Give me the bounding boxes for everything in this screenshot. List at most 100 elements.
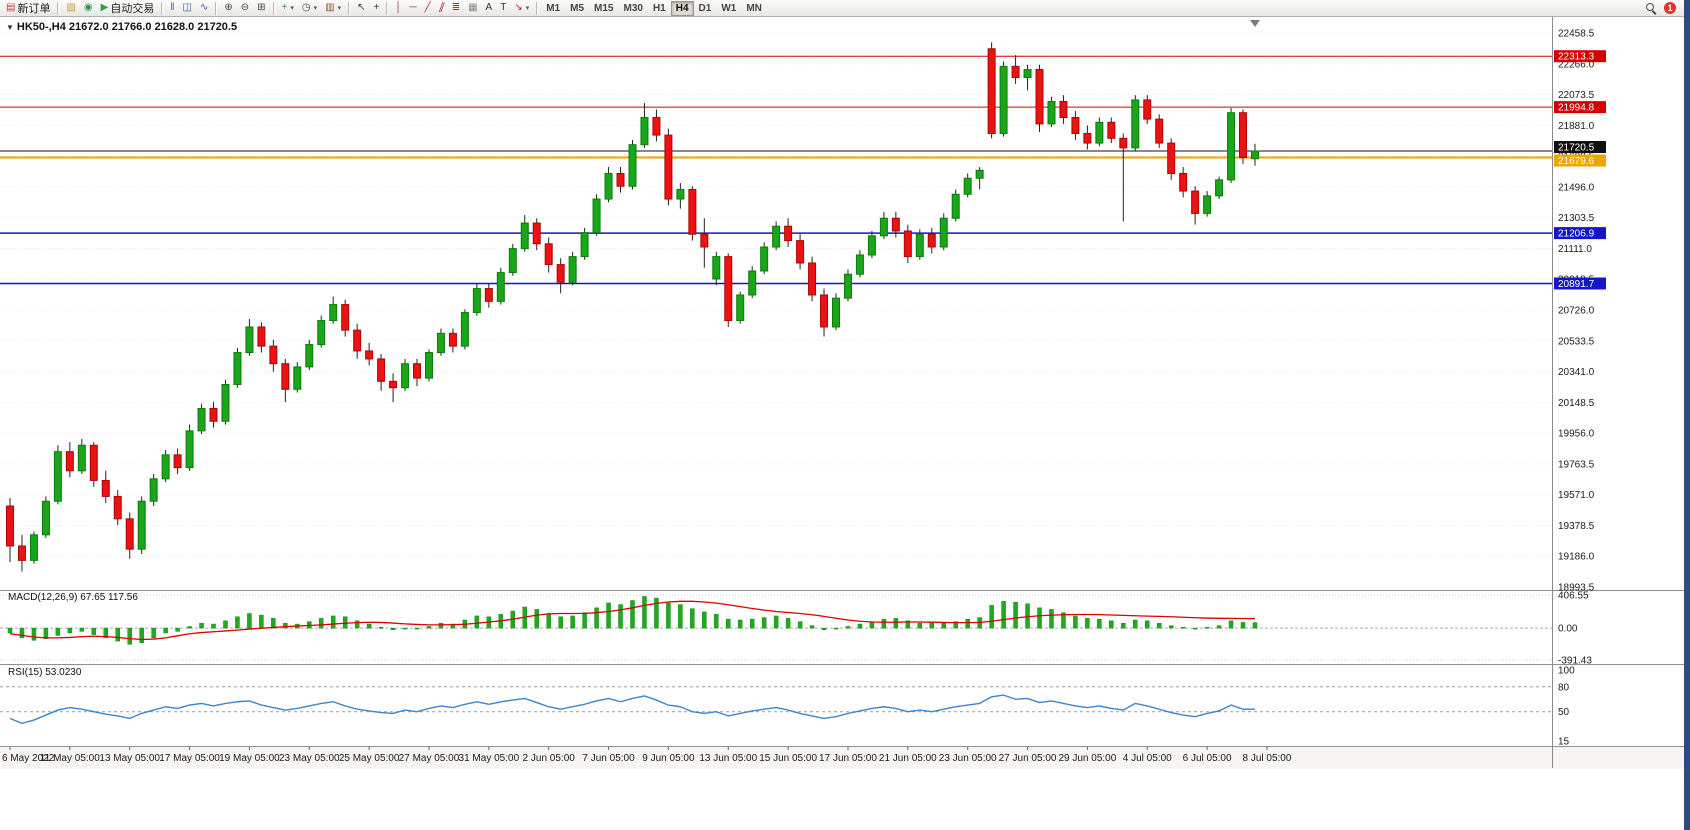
timeframe-m5[interactable]: M5: [565, 1, 589, 16]
candle: [867, 231, 876, 259]
zoom-in-button[interactable]: ⊕: [220, 1, 236, 16]
profile-button[interactable]: ◉: [80, 1, 97, 16]
toolbar-separator: [386, 1, 389, 15]
candle: [604, 167, 613, 203]
candle: [556, 258, 565, 294]
candle-body: [341, 304, 350, 331]
macd-bar: [666, 602, 671, 629]
trendline-button[interactable]: ╱: [421, 1, 435, 16]
charts-button[interactable]: ▨: [62, 1, 79, 16]
search-icon[interactable]: [1646, 2, 1657, 14]
candle: [353, 323, 362, 359]
timeframe-m15[interactable]: M15: [589, 1, 618, 16]
candle: [1191, 186, 1200, 225]
zoom-out-button[interactable]: ⊖: [237, 1, 253, 16]
macd-bar: [1061, 612, 1066, 629]
channel-button[interactable]: ∥: [435, 1, 448, 16]
text-label-button[interactable]: T: [496, 1, 510, 16]
price-chart-canvas[interactable]: 22458.522266.022073.521881.021688.521496…: [0, 17, 1690, 830]
timeframe-d1[interactable]: D1: [694, 1, 717, 16]
candle: [436, 328, 445, 356]
candle: [257, 322, 266, 353]
timeframe-h1[interactable]: H1: [648, 1, 671, 16]
candle-body: [221, 384, 230, 422]
macd-bar: [1240, 622, 1246, 629]
horizontal-line-button[interactable]: ─: [406, 1, 421, 16]
macd-bar: [773, 615, 779, 629]
macd-bar: [1144, 620, 1150, 629]
macd-bar: [235, 616, 240, 629]
candle-body: [149, 478, 158, 502]
rsi-line: [9, 694, 1255, 725]
new-order-icon: ▤: [6, 2, 16, 13]
fibonacci-button[interactable]: ≣: [448, 1, 464, 16]
price-label-text: 21994.8: [1558, 103, 1595, 114]
macd-bar: [1204, 627, 1210, 629]
candle-body: [700, 233, 709, 248]
time-label: 27 May 05:00: [399, 753, 460, 764]
candle-body: [1191, 190, 1200, 214]
periods-button[interactable]: ◷ ▾: [298, 1, 321, 16]
new-order-button[interactable]: ▤ 新订单: [2, 1, 54, 16]
candle: [1167, 138, 1176, 180]
macd-bar: [1156, 622, 1162, 629]
macd-bar: [881, 618, 887, 629]
candle-body: [65, 451, 74, 472]
candle-body: [1131, 99, 1140, 149]
shift-marker-icon[interactable]: [1250, 20, 1260, 27]
price-label-text: 22313.3: [1558, 52, 1595, 63]
macd-bar: [43, 627, 49, 639]
candle: [89, 442, 98, 487]
text-button[interactable]: A: [482, 1, 497, 16]
timeframe-m30[interactable]: M30: [618, 1, 647, 16]
toolbar-separator: [161, 1, 164, 15]
bar-chart-button[interactable]: ‖: [166, 1, 178, 16]
notification-badge[interactable]: 1: [1664, 2, 1676, 14]
line-chart-button[interactable]: ∿: [196, 1, 212, 16]
candle: [808, 256, 817, 302]
price-tick-label: 19763.5: [1558, 459, 1595, 470]
timeframe-w1[interactable]: W1: [716, 1, 741, 16]
candle-body: [1047, 101, 1056, 125]
candle: [496, 267, 505, 305]
window-edge-strip: [1684, 0, 1690, 830]
candles: [6, 42, 1259, 572]
cursor-button[interactable]: ↖: [353, 1, 369, 16]
timeframe-m1[interactable]: M1: [541, 1, 565, 16]
time-label: 9 Jun 05:00: [642, 753, 695, 764]
macd-tick-label: 406.55: [1558, 591, 1589, 602]
candlestick-chart-button[interactable]: ◫: [178, 1, 195, 16]
tile-windows-button[interactable]: ⊞: [253, 1, 269, 16]
candle: [700, 218, 709, 268]
macd-bar: [223, 620, 228, 629]
candle-body: [448, 332, 457, 347]
candle: [1179, 167, 1188, 198]
indicators-button[interactable]: + ▾: [278, 1, 298, 16]
candle-body: [161, 454, 170, 480]
timeframe-h4[interactable]: H4: [670, 0, 694, 16]
candle-body: [401, 363, 410, 389]
macd-bar: [1168, 625, 1174, 629]
candle-body: [975, 169, 984, 179]
price-tick-label: 19378.5: [1558, 521, 1595, 532]
price-axis[interactable]: 22458.522266.022073.521881.021688.521496…: [1552, 17, 1607, 768]
chart-background: [0, 17, 1690, 768]
autotrading-button[interactable]: ▶ 自动交易: [97, 1, 159, 16]
candle: [413, 358, 422, 387]
candle-body: [879, 217, 888, 237]
templates-button[interactable]: ▥ ▾: [321, 1, 345, 16]
vertical-line-button[interactable]: │: [391, 1, 405, 16]
arrows-button[interactable]: ↘ ▾: [510, 1, 533, 16]
chevron-down-icon: ▾: [313, 5, 318, 12]
shapes-button[interactable]: ▦: [464, 1, 481, 16]
collapse-caret-icon[interactable]: ▼: [6, 23, 14, 32]
crosshair-button[interactable]: +: [369, 1, 383, 16]
price-label-box: [1554, 140, 1606, 153]
candle: [233, 347, 242, 388]
candle: [329, 296, 338, 324]
macd-bar: [390, 627, 396, 630]
macd-bar: [211, 623, 216, 629]
timeframe-mn[interactable]: MN: [741, 1, 767, 16]
macd-bar: [857, 623, 863, 629]
